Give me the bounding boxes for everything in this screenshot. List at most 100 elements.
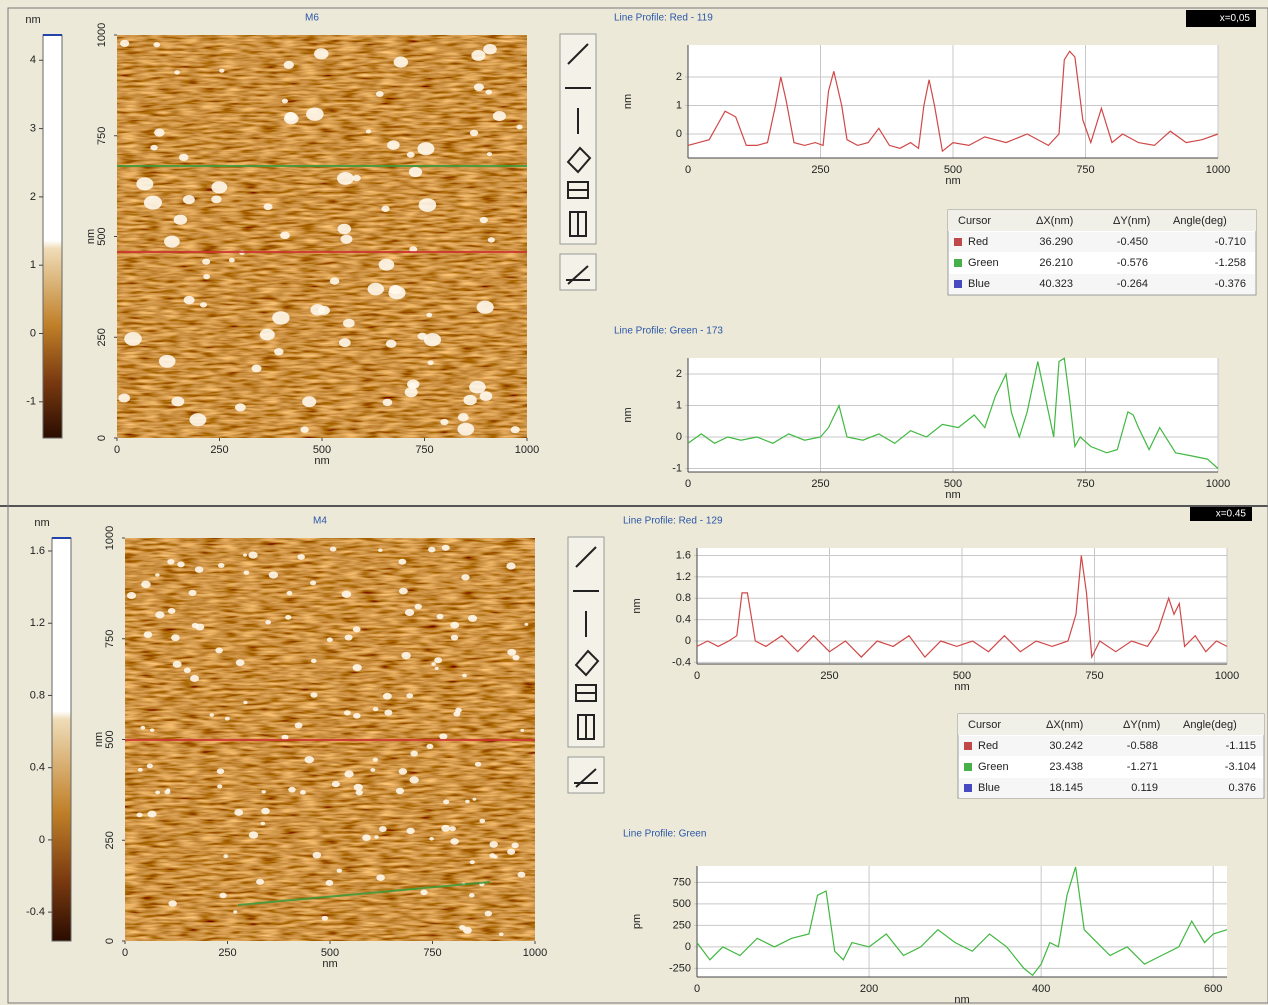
afm-grain	[155, 611, 165, 619]
afm-grain	[404, 387, 418, 398]
tool-icon[interactable]	[575, 546, 597, 568]
afm-grain	[492, 111, 506, 122]
y-tick-label: 0	[676, 431, 682, 443]
afm-grain	[423, 333, 442, 347]
afm-grain	[283, 113, 299, 125]
afm-grain	[468, 614, 478, 622]
y-tick-label: 0	[676, 128, 682, 140]
afm-grain	[429, 836, 435, 841]
afm-grain	[344, 634, 353, 641]
tool-icon[interactable]	[575, 684, 597, 702]
table-cell: -3.104	[1225, 761, 1256, 773]
afm-grain	[223, 854, 229, 859]
afm-grain	[321, 915, 329, 921]
afm-grain	[265, 620, 272, 625]
angle-tool[interactable]	[559, 253, 597, 291]
afm-grain	[200, 302, 207, 308]
afm-grain	[219, 68, 225, 73]
frame	[7, 7, 1268, 1004]
tool-icon[interactable]	[569, 211, 587, 237]
x-tick-label: 250	[811, 478, 829, 490]
tool-group[interactable]	[567, 536, 605, 748]
badge	[1190, 507, 1252, 521]
profile-title: Line Profile: Red - 129	[623, 516, 723, 527]
afm-grain	[331, 781, 340, 788]
x-tick-label: 400	[1032, 983, 1050, 995]
afm-grain	[353, 712, 361, 719]
y-tick-label: 250	[673, 919, 691, 931]
afm-grain	[189, 413, 207, 427]
x-tick-label: 1000	[515, 444, 539, 456]
afm-grain	[183, 295, 195, 305]
afm-grain	[217, 784, 223, 789]
y-axis-label: nm	[622, 407, 634, 422]
afm-grain	[281, 734, 289, 741]
x-axis-label: nm	[322, 958, 337, 970]
afm-grain	[141, 580, 151, 589]
afm-grain	[471, 50, 486, 61]
table-cell: 36.290	[1039, 236, 1073, 248]
afm-grain	[155, 573, 160, 577]
afm-grain	[457, 422, 475, 436]
afm-grain	[140, 725, 146, 730]
tool-icon[interactable]	[577, 714, 595, 740]
afm-grain	[450, 634, 459, 641]
afm-grain	[248, 831, 259, 839]
profile-trace	[687, 50, 1219, 153]
profile-title: Line Profile: Green - 173	[614, 326, 723, 337]
table-cell: 18.145	[1049, 782, 1083, 794]
table-cell: -1.271	[1127, 761, 1158, 773]
afm-grain	[344, 770, 354, 778]
afm-grain	[172, 660, 182, 668]
afm-grain	[337, 223, 352, 235]
y-tick-label: 2	[676, 71, 682, 83]
afm-grain	[408, 166, 423, 178]
afm-grain	[469, 380, 486, 394]
table-header: Angle(deg)	[1183, 719, 1237, 731]
afm-grain	[339, 338, 351, 348]
afm-grain	[263, 203, 273, 211]
afm-grain	[191, 622, 199, 629]
afm-grain	[517, 871, 526, 878]
scale-tick-label: 0	[39, 834, 45, 846]
badge-text: x=0.45	[1216, 509, 1247, 520]
scale-tick-label: 0	[30, 327, 36, 339]
table-cell: Blue	[978, 782, 1000, 794]
tool-group[interactable]	[559, 33, 597, 245]
afm-grain	[126, 592, 137, 600]
afm-grain	[462, 673, 467, 678]
y-tick-label: 1.2	[676, 571, 691, 583]
y-tick-label: 1	[676, 399, 682, 411]
afm-grain	[465, 799, 470, 804]
afm-grain	[410, 750, 418, 757]
table-cell: 30.242	[1049, 740, 1083, 752]
tool-icon[interactable]	[567, 43, 589, 65]
x-axis-label: nm	[945, 489, 960, 501]
tool-icon[interactable]	[566, 146, 592, 174]
angle-icon[interactable]	[566, 265, 590, 285]
color-scale-unit: nm	[34, 517, 49, 529]
angle-tool[interactable]	[567, 756, 605, 794]
afm-grain	[382, 398, 393, 407]
x-tick-label: 0	[694, 983, 700, 995]
afm-grain	[150, 144, 158, 151]
afm-grain	[398, 768, 408, 775]
y-tick-label: 0	[685, 941, 691, 953]
afm-grain	[283, 60, 294, 69]
afm-grain	[147, 810, 157, 818]
afm-grain	[441, 544, 450, 551]
afm-grain	[285, 614, 292, 620]
tool-icon[interactable]	[567, 181, 589, 199]
afm-grain	[310, 658, 317, 664]
angle-icon[interactable]	[574, 768, 598, 788]
y-axis-label: nm	[93, 732, 105, 747]
afm-grain	[387, 140, 400, 150]
cursor-swatch	[954, 280, 962, 288]
tool-icon[interactable]	[574, 649, 600, 677]
y-tick-label: 500	[104, 730, 116, 748]
afm-grain	[164, 789, 171, 795]
scale-tick-label: -1	[26, 396, 36, 408]
afm-grain	[395, 787, 405, 795]
afm-grain	[297, 554, 305, 560]
afm-grain	[235, 659, 245, 666]
